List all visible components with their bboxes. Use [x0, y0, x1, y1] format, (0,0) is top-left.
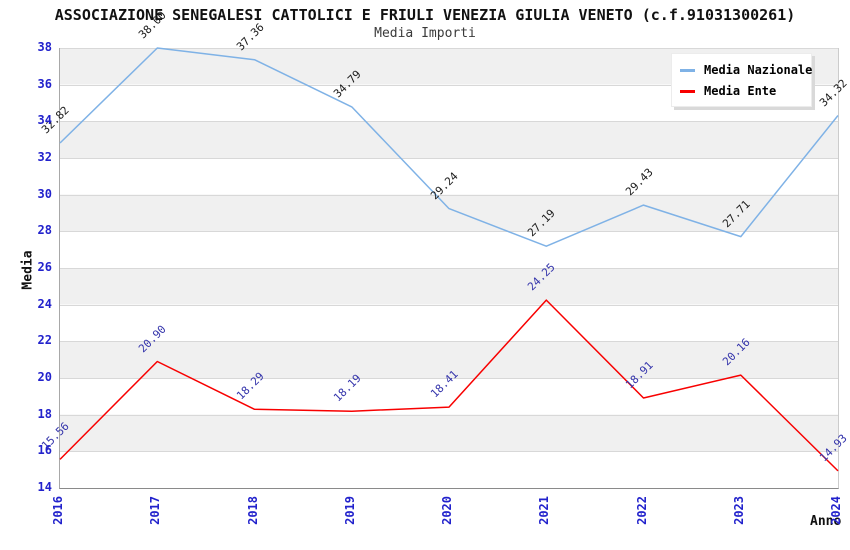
y-tick-16: 16 [37, 443, 52, 458]
gridline-18 [60, 414, 838, 416]
y-tick-24: 24 [37, 296, 52, 311]
x-tick-2020: 2020 [440, 496, 454, 525]
gridline-36 [60, 84, 838, 86]
chart-subtitle: Media Importi [374, 26, 476, 41]
y-tick-26: 26 [37, 260, 52, 274]
x-tick-2023: 2023 [731, 496, 746, 525]
x-tick-2021: 2021 [537, 496, 552, 525]
legend-swatch-icon [680, 89, 695, 93]
chart-title: ASSOCIAZIONE SENEGALESI CATTOLICI E FRIU… [54, 6, 796, 24]
gridline-20 [60, 378, 838, 379]
x-tick-2018: 2018 [245, 496, 260, 525]
x-tick-2016: 2016 [51, 496, 65, 525]
gridline-24 [60, 304, 838, 306]
gridline-16 [60, 451, 838, 453]
gridline-28 [60, 231, 838, 233]
y-tick-30: 30 [37, 186, 52, 201]
y-tick-34: 34 [37, 113, 52, 128]
series-lines [59, 47, 839, 472]
x-tick-2022: 2022 [634, 496, 649, 525]
x-tick-2017: 2017 [148, 496, 163, 525]
y-tick-22: 22 [37, 333, 52, 348]
line-media-nazionale [59, 47, 839, 247]
legend-item-media-ente: Media Ente [680, 84, 803, 98]
y-tick-14: 14 [37, 480, 52, 494]
y-tick-28: 28 [37, 223, 52, 238]
legend-label: Media Nazionale [704, 63, 813, 77]
legend: Media Nazionale Media Ente [671, 53, 812, 107]
y-tick-36: 36 [37, 76, 52, 91]
gridline-32 [60, 158, 838, 159]
line-media-ente [59, 299, 839, 472]
y-tick-32: 32 [37, 150, 52, 164]
legend-swatch-icon [680, 68, 695, 72]
gridline-38 [60, 48, 838, 49]
x-axis-title: Anno [810, 514, 842, 529]
plot-area: 32.82 38.00 37.36 34.79 29.24 27.19 29.43 27.71… [39, 9, 850, 489]
gridline-26 [60, 268, 838, 269]
legend-label: Media Ente [704, 84, 777, 98]
gridline-30 [60, 194, 838, 196]
x-tick-2019: 2019 [342, 496, 357, 525]
x-tick-2024: 2024 [829, 496, 843, 525]
y-tick-38: 38 [37, 40, 52, 54]
gridline-22 [60, 341, 838, 343]
y-tick-20: 20 [37, 370, 52, 384]
gridline-34 [60, 121, 838, 123]
y-tick-18: 18 [37, 406, 52, 421]
legend-item-media-nazionale: Media Nazionale [680, 63, 812, 77]
